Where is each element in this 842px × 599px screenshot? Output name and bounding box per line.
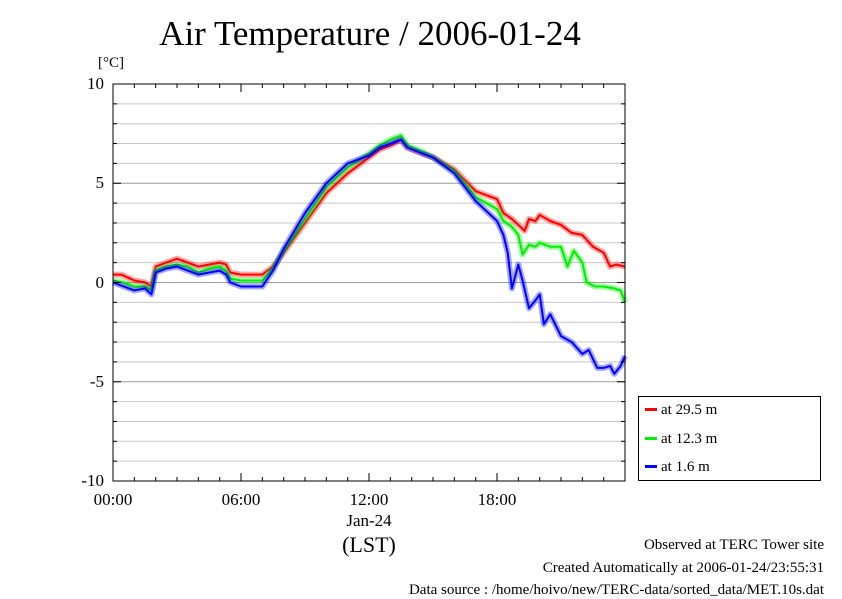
x-tick-label: 00:00 [93, 490, 133, 509]
footer-data-source: Data source : /home/hoivo/new/TERC-data/… [408, 582, 824, 598]
legend-label: at 29.5 m [661, 402, 718, 418]
tick-marks [112, 83, 626, 482]
chart-title: Air Temperature / 2006-01-24 [159, 14, 581, 53]
x-tick-label: 18:00 [477, 490, 517, 509]
legend-swatch-red [645, 408, 657, 412]
legend-item-12-3m: at 12.3 m [645, 429, 717, 449]
series-line-halo [111, 136, 628, 377]
legend-item-1-6m: at 1.6 m [645, 457, 710, 477]
x-axis-label: (LST) [342, 532, 396, 557]
legend-label: at 12.3 m [661, 431, 718, 447]
legend-swatch-green [645, 437, 657, 441]
legend-item-29-5m: at 29.5 m [645, 400, 717, 420]
series-line-0 [113, 138, 626, 288]
y-tick-label: -5 [89, 371, 104, 391]
legend-label: at 1.6 m [661, 459, 710, 475]
legend-swatch-blue [645, 465, 657, 469]
series-line-2 [112, 138, 626, 375]
series-line-1 [112, 134, 626, 303]
footer-created: Created Automatically at 2006-01-24/23:5… [542, 560, 824, 576]
grid-lines [113, 103, 625, 462]
y-tick-label: 0 [95, 272, 105, 292]
y-tick-label: 10 [87, 74, 104, 93]
footer-observed: Observed at TERC Tower site [643, 537, 824, 553]
y-tick-label: -10 [81, 471, 104, 490]
series-lines [111, 132, 628, 377]
x-tick-sublabel: Jan-24 [346, 511, 392, 530]
y-unit-label: [°C] [98, 55, 124, 71]
x-tick-label: 06:00 [221, 490, 261, 509]
legend: at 29.5 m at 12.3 m at 1.6 m [638, 396, 821, 481]
y-tick-label: 5 [95, 173, 105, 193]
x-tick-label: 12:00 [349, 490, 389, 509]
